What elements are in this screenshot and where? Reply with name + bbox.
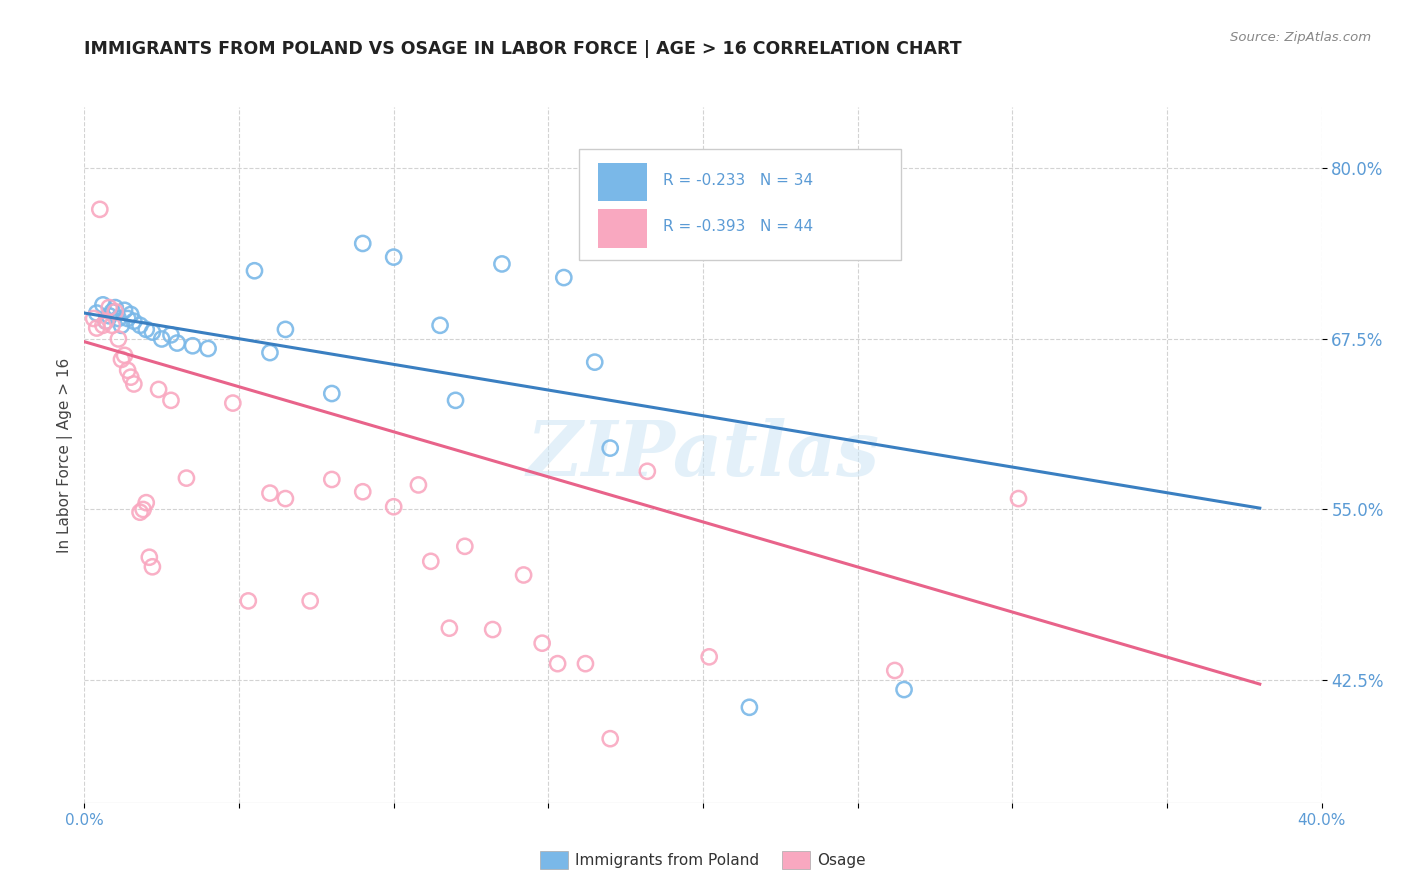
Point — [91, 298, 114, 312]
Point — [599, 441, 621, 455]
Point — [150, 332, 173, 346]
Point — [439, 621, 461, 635]
Point — [107, 311, 129, 326]
Point — [531, 636, 554, 650]
Point — [574, 657, 596, 671]
FancyBboxPatch shape — [598, 210, 647, 248]
Point — [599, 731, 621, 746]
Point — [98, 301, 121, 315]
Point — [352, 484, 374, 499]
Point — [114, 303, 136, 318]
Point — [259, 486, 281, 500]
Point — [738, 700, 761, 714]
Point — [117, 363, 139, 377]
Point — [481, 623, 503, 637]
Point — [382, 500, 405, 514]
Point — [129, 318, 152, 333]
Point — [132, 502, 155, 516]
Point — [491, 257, 513, 271]
Point — [122, 376, 145, 391]
Point — [176, 471, 198, 485]
Text: IMMIGRANTS FROM POLAND VS OSAGE IN LABOR FORCE | AGE > 16 CORRELATION CHART: IMMIGRANTS FROM POLAND VS OSAGE IN LABOR… — [84, 40, 962, 58]
Point — [408, 478, 430, 492]
Point — [429, 318, 451, 333]
Point — [98, 309, 121, 323]
Point — [547, 657, 569, 671]
Point — [89, 202, 111, 217]
Point — [444, 393, 467, 408]
Text: R = -0.393   N = 44: R = -0.393 N = 44 — [664, 219, 814, 235]
FancyBboxPatch shape — [598, 162, 647, 201]
Point — [352, 236, 374, 251]
Point — [91, 318, 114, 333]
Point — [697, 649, 720, 664]
Point — [114, 348, 136, 362]
Point — [274, 322, 297, 336]
Point — [104, 304, 127, 318]
Point — [94, 314, 117, 328]
Point — [321, 386, 343, 401]
Point — [94, 314, 117, 328]
Point — [104, 301, 127, 315]
Point — [553, 270, 575, 285]
Point — [86, 306, 108, 320]
Point — [141, 559, 163, 574]
Text: R = -0.233   N = 34: R = -0.233 N = 34 — [664, 172, 814, 187]
Point — [181, 339, 204, 353]
Point — [107, 332, 129, 346]
Point — [120, 370, 142, 384]
Point — [166, 336, 188, 351]
Point — [101, 304, 124, 318]
Point — [636, 464, 658, 478]
Point — [117, 311, 139, 326]
Point — [83, 311, 105, 326]
Point — [321, 473, 343, 487]
Point — [160, 393, 183, 408]
Point — [1007, 491, 1029, 506]
Point — [160, 327, 183, 342]
Point — [110, 352, 132, 367]
Point — [883, 664, 905, 678]
Point — [86, 321, 108, 335]
FancyBboxPatch shape — [579, 149, 901, 260]
Point — [120, 307, 142, 321]
Point — [893, 682, 915, 697]
Text: ZIPatlas: ZIPatlas — [526, 418, 880, 491]
Point — [110, 318, 132, 333]
Point — [243, 264, 266, 278]
Point — [222, 396, 245, 410]
Point — [135, 322, 157, 336]
Point — [122, 314, 145, 328]
Point — [274, 491, 297, 506]
Point — [135, 496, 157, 510]
Point — [141, 325, 163, 339]
Point — [454, 539, 477, 553]
Point — [148, 383, 170, 397]
Point — [299, 594, 322, 608]
Point — [238, 594, 260, 608]
Y-axis label: In Labor Force | Age > 16: In Labor Force | Age > 16 — [58, 358, 73, 552]
Text: Source: ZipAtlas.com: Source: ZipAtlas.com — [1230, 31, 1371, 45]
Point — [583, 355, 606, 369]
Point — [197, 342, 219, 356]
Point — [382, 250, 405, 264]
Legend: Immigrants from Poland, Osage: Immigrants from Poland, Osage — [534, 846, 872, 875]
Point — [101, 318, 124, 333]
Point — [259, 345, 281, 359]
Point — [138, 550, 160, 565]
Point — [512, 568, 534, 582]
Point — [419, 554, 441, 568]
Point — [129, 505, 152, 519]
